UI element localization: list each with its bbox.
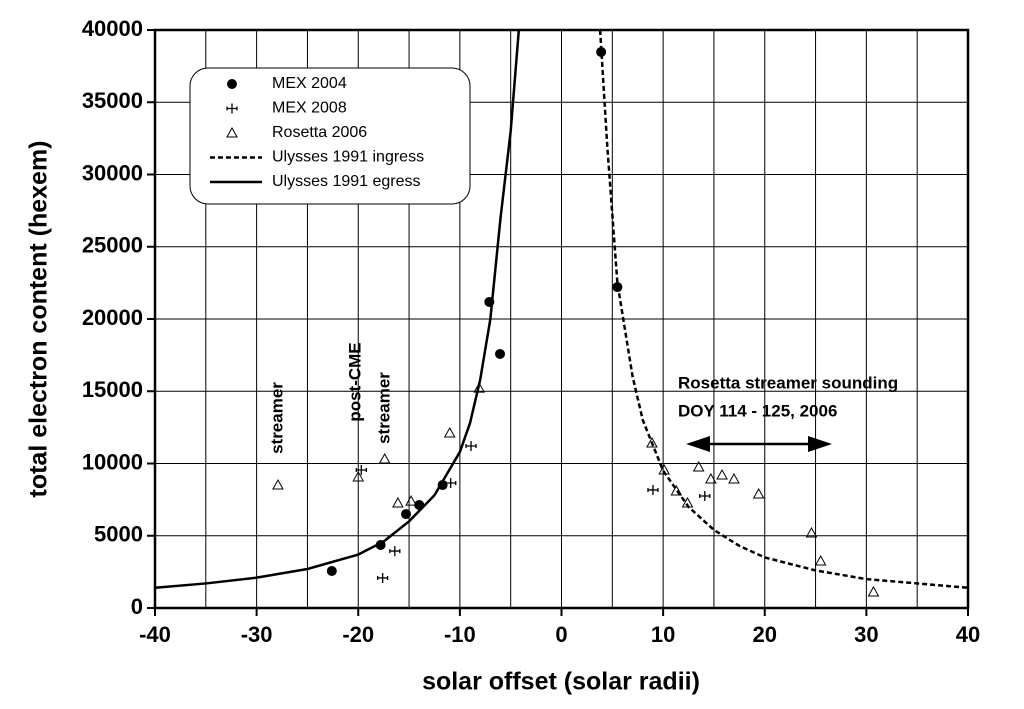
legend-marker [226,103,238,114]
legend-marker [227,79,237,89]
data-point [378,452,391,464]
data-point [355,465,367,476]
data-point [692,460,705,472]
annotation: streamer [267,382,286,454]
data-point [670,484,683,496]
data-point [465,441,477,452]
x-tick-label: -20 [342,622,374,647]
plot-frame [153,28,970,610]
annotation: post-CME [345,342,364,421]
x-tick-label: -40 [139,622,171,647]
data-point [814,555,827,566]
data-point [443,426,456,438]
legend-label: Rosetta 2006 [272,124,367,141]
legend-box [189,67,471,205]
x-tick-label: -30 [241,622,273,647]
x-tick-label: 30 [854,622,878,647]
x-tick-label: 20 [753,622,777,647]
data-point [728,472,740,484]
data-point [445,478,457,489]
curve [598,30,968,590]
x-tick-label: 0 [555,622,567,647]
legend-label: MEX 2008 [272,100,347,117]
data-point [405,495,417,506]
annotation: streamer [374,372,393,444]
data-point [646,436,658,448]
y-axis-label: total electron content (hexem) [25,141,53,498]
data-point [473,382,486,393]
data-point [326,566,337,577]
y-tick-label: 10000 [82,449,143,474]
y-tick-label: 35000 [82,88,143,113]
annotation: Rosetta streamer sounding [678,373,898,392]
x-tick-label: 40 [956,622,980,647]
data-point [401,509,412,520]
y-tick-label: 5000 [94,522,143,547]
y-tick-label: 40000 [82,16,143,41]
legend-marker [226,126,238,138]
data-point [716,469,728,480]
annotation-arrow [686,436,832,452]
data-point [392,496,404,508]
data-point [805,526,818,538]
data-point [705,472,717,484]
data-point [376,572,389,583]
y-tick-label: 25000 [82,233,143,258]
x-axis-label: solar offset (solar radii) [422,668,700,696]
data-point [596,46,607,57]
curve [155,30,521,590]
legend-label: Ulysses 1991 egress [272,173,421,190]
y-tick-label: 0 [131,594,143,619]
annotation: DOY 114 - 125, 2006 [678,401,837,420]
x-tick-label: 10 [651,622,675,647]
data-point [647,484,659,495]
legend: MEX 2004 MEX 2008 Rosetta 2006 Ulysses 1991… [189,67,471,205]
legend-label: Ulysses 1991 ingress [272,149,424,166]
data-point [389,546,401,557]
data-point [272,479,284,490]
data-point [352,470,365,482]
data-point [752,487,765,499]
x-tick-label: -10 [444,622,476,647]
y-tick-label: 15000 [82,377,143,402]
data-point [699,491,711,502]
y-tick-label: 30000 [82,160,143,185]
data-point [495,348,506,359]
legend-label: MEX 2004 [272,75,347,92]
y-tick-label: 20000 [82,305,143,330]
data-point [867,585,880,597]
